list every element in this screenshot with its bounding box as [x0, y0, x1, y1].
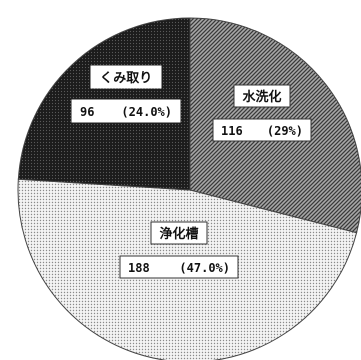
slice-name-box — [90, 65, 162, 89]
slice-name: くみ取り — [100, 71, 153, 86]
slice-label-suisenka: 水洗化 116 (29%) — [212, 84, 312, 142]
slice-name-box — [233, 84, 291, 108]
slice-percent: (24.0%) — [121, 105, 172, 119]
slice-name-box — [150, 221, 208, 245]
slice-value: 96 — [80, 105, 94, 119]
slice-percent: (47.0%) — [179, 261, 230, 275]
slice-value-box — [71, 99, 181, 123]
slice-value: 116 — [221, 124, 243, 138]
slice-label-johkaso: 浄化槽 188 (47.0%) — [119, 221, 239, 279]
slice-value-box — [212, 118, 312, 142]
slice-percent: (29%) — [267, 124, 303, 138]
slice-label-kumitori: くみ取り 96 (24.0%) — [71, 65, 181, 123]
slice-name: 浄化槽 — [159, 226, 198, 242]
slice-value: 188 — [128, 261, 150, 275]
slice-value-box — [119, 255, 239, 279]
slice-name: 水洗化 — [242, 89, 281, 105]
